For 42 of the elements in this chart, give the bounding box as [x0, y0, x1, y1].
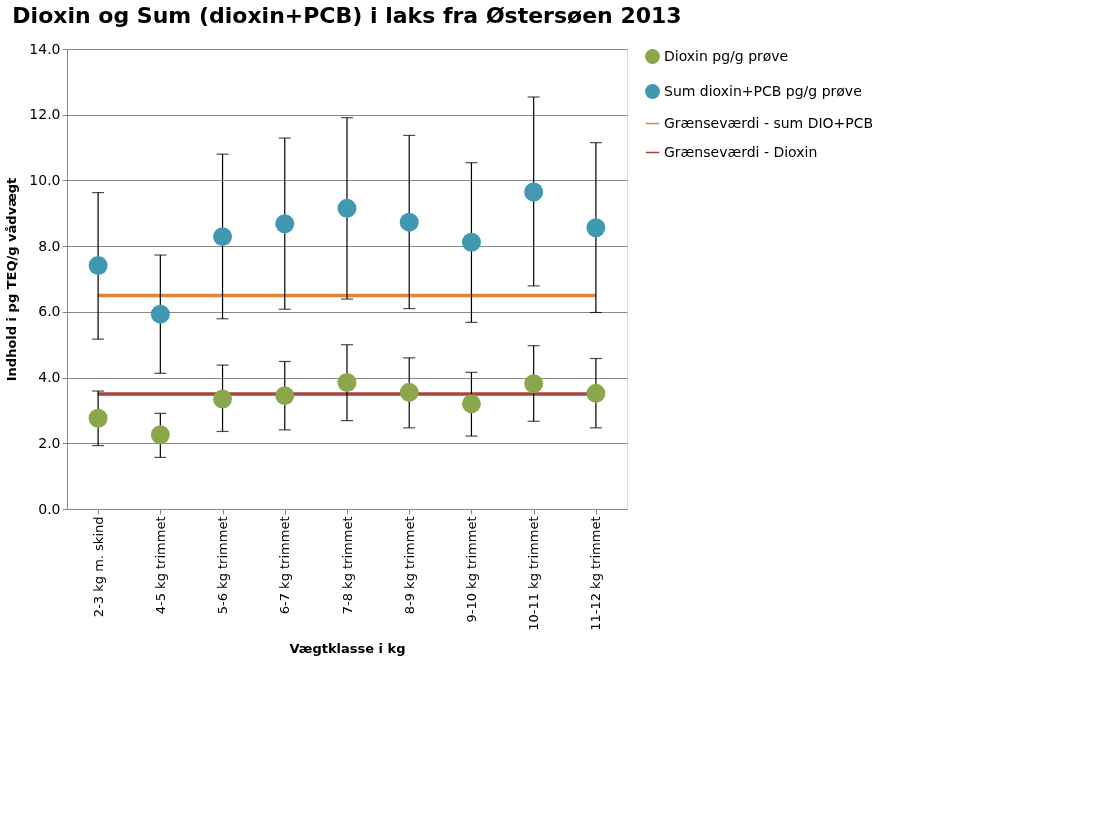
x-tick-label: 8-9 kg trimmet: [401, 516, 417, 615]
point: [399, 382, 419, 402]
point: [586, 383, 606, 403]
point: [213, 389, 233, 409]
y-tick-label: 10.0: [29, 171, 61, 188]
legend-label: Grænseværdi - sum DIO+PCB: [664, 114, 874, 131]
point: [461, 394, 481, 414]
x-tick-label: 5-6 kg trimmet: [215, 516, 231, 615]
y-tick-label: 12.0: [29, 106, 61, 123]
x-tick-label: 2-3 kg m. skind: [90, 516, 106, 618]
legend-label: Sum dioxin+PCB pg/g prøve: [664, 82, 862, 99]
point: [461, 232, 481, 252]
point: [213, 227, 233, 247]
x-tick-label: 6-7 kg trimmet: [277, 516, 293, 615]
chart-title: Dioxin og Sum (dioxin+PCB) i laks fra Østersøen 2013: [12, 3, 682, 28]
point: [150, 304, 170, 324]
y-tick-label: 4.0: [38, 369, 61, 386]
point: [524, 374, 544, 394]
y-tick-label: 14.0: [29, 40, 61, 57]
x-tick-label: 4-5 kg trimmet: [152, 516, 168, 615]
y-tick-label: 6.0: [38, 303, 61, 320]
x-tick-label: 9-10 kg trimmet: [463, 516, 479, 623]
point: [88, 408, 108, 428]
y-axis-title: Indhold i pg TEQ/g vådvægt: [4, 177, 20, 382]
legend-label: Grænseværdi - Dioxin: [664, 143, 818, 160]
y-tick-label: 0.0: [38, 500, 61, 517]
point: [275, 214, 295, 234]
point: [524, 182, 544, 202]
point: [337, 373, 357, 392]
x-tick-label: 7-8 kg trimmet: [339, 516, 355, 615]
y-tick-label: 2.0: [38, 434, 61, 451]
point: [88, 256, 108, 275]
y-tick-label: 8.0: [38, 237, 61, 254]
point: [399, 212, 419, 232]
x-tick-label: 11-12 kg trimmet: [588, 516, 604, 631]
point: [586, 218, 606, 238]
point: [337, 198, 357, 218]
legend-label: Dioxin pg/g prøve: [664, 47, 789, 64]
x-axis-title: Vægtklasse i kg: [289, 640, 406, 656]
x-tick-label: 10-11 kg trimmet: [526, 516, 542, 631]
point: [275, 386, 295, 406]
point: [150, 425, 170, 445]
